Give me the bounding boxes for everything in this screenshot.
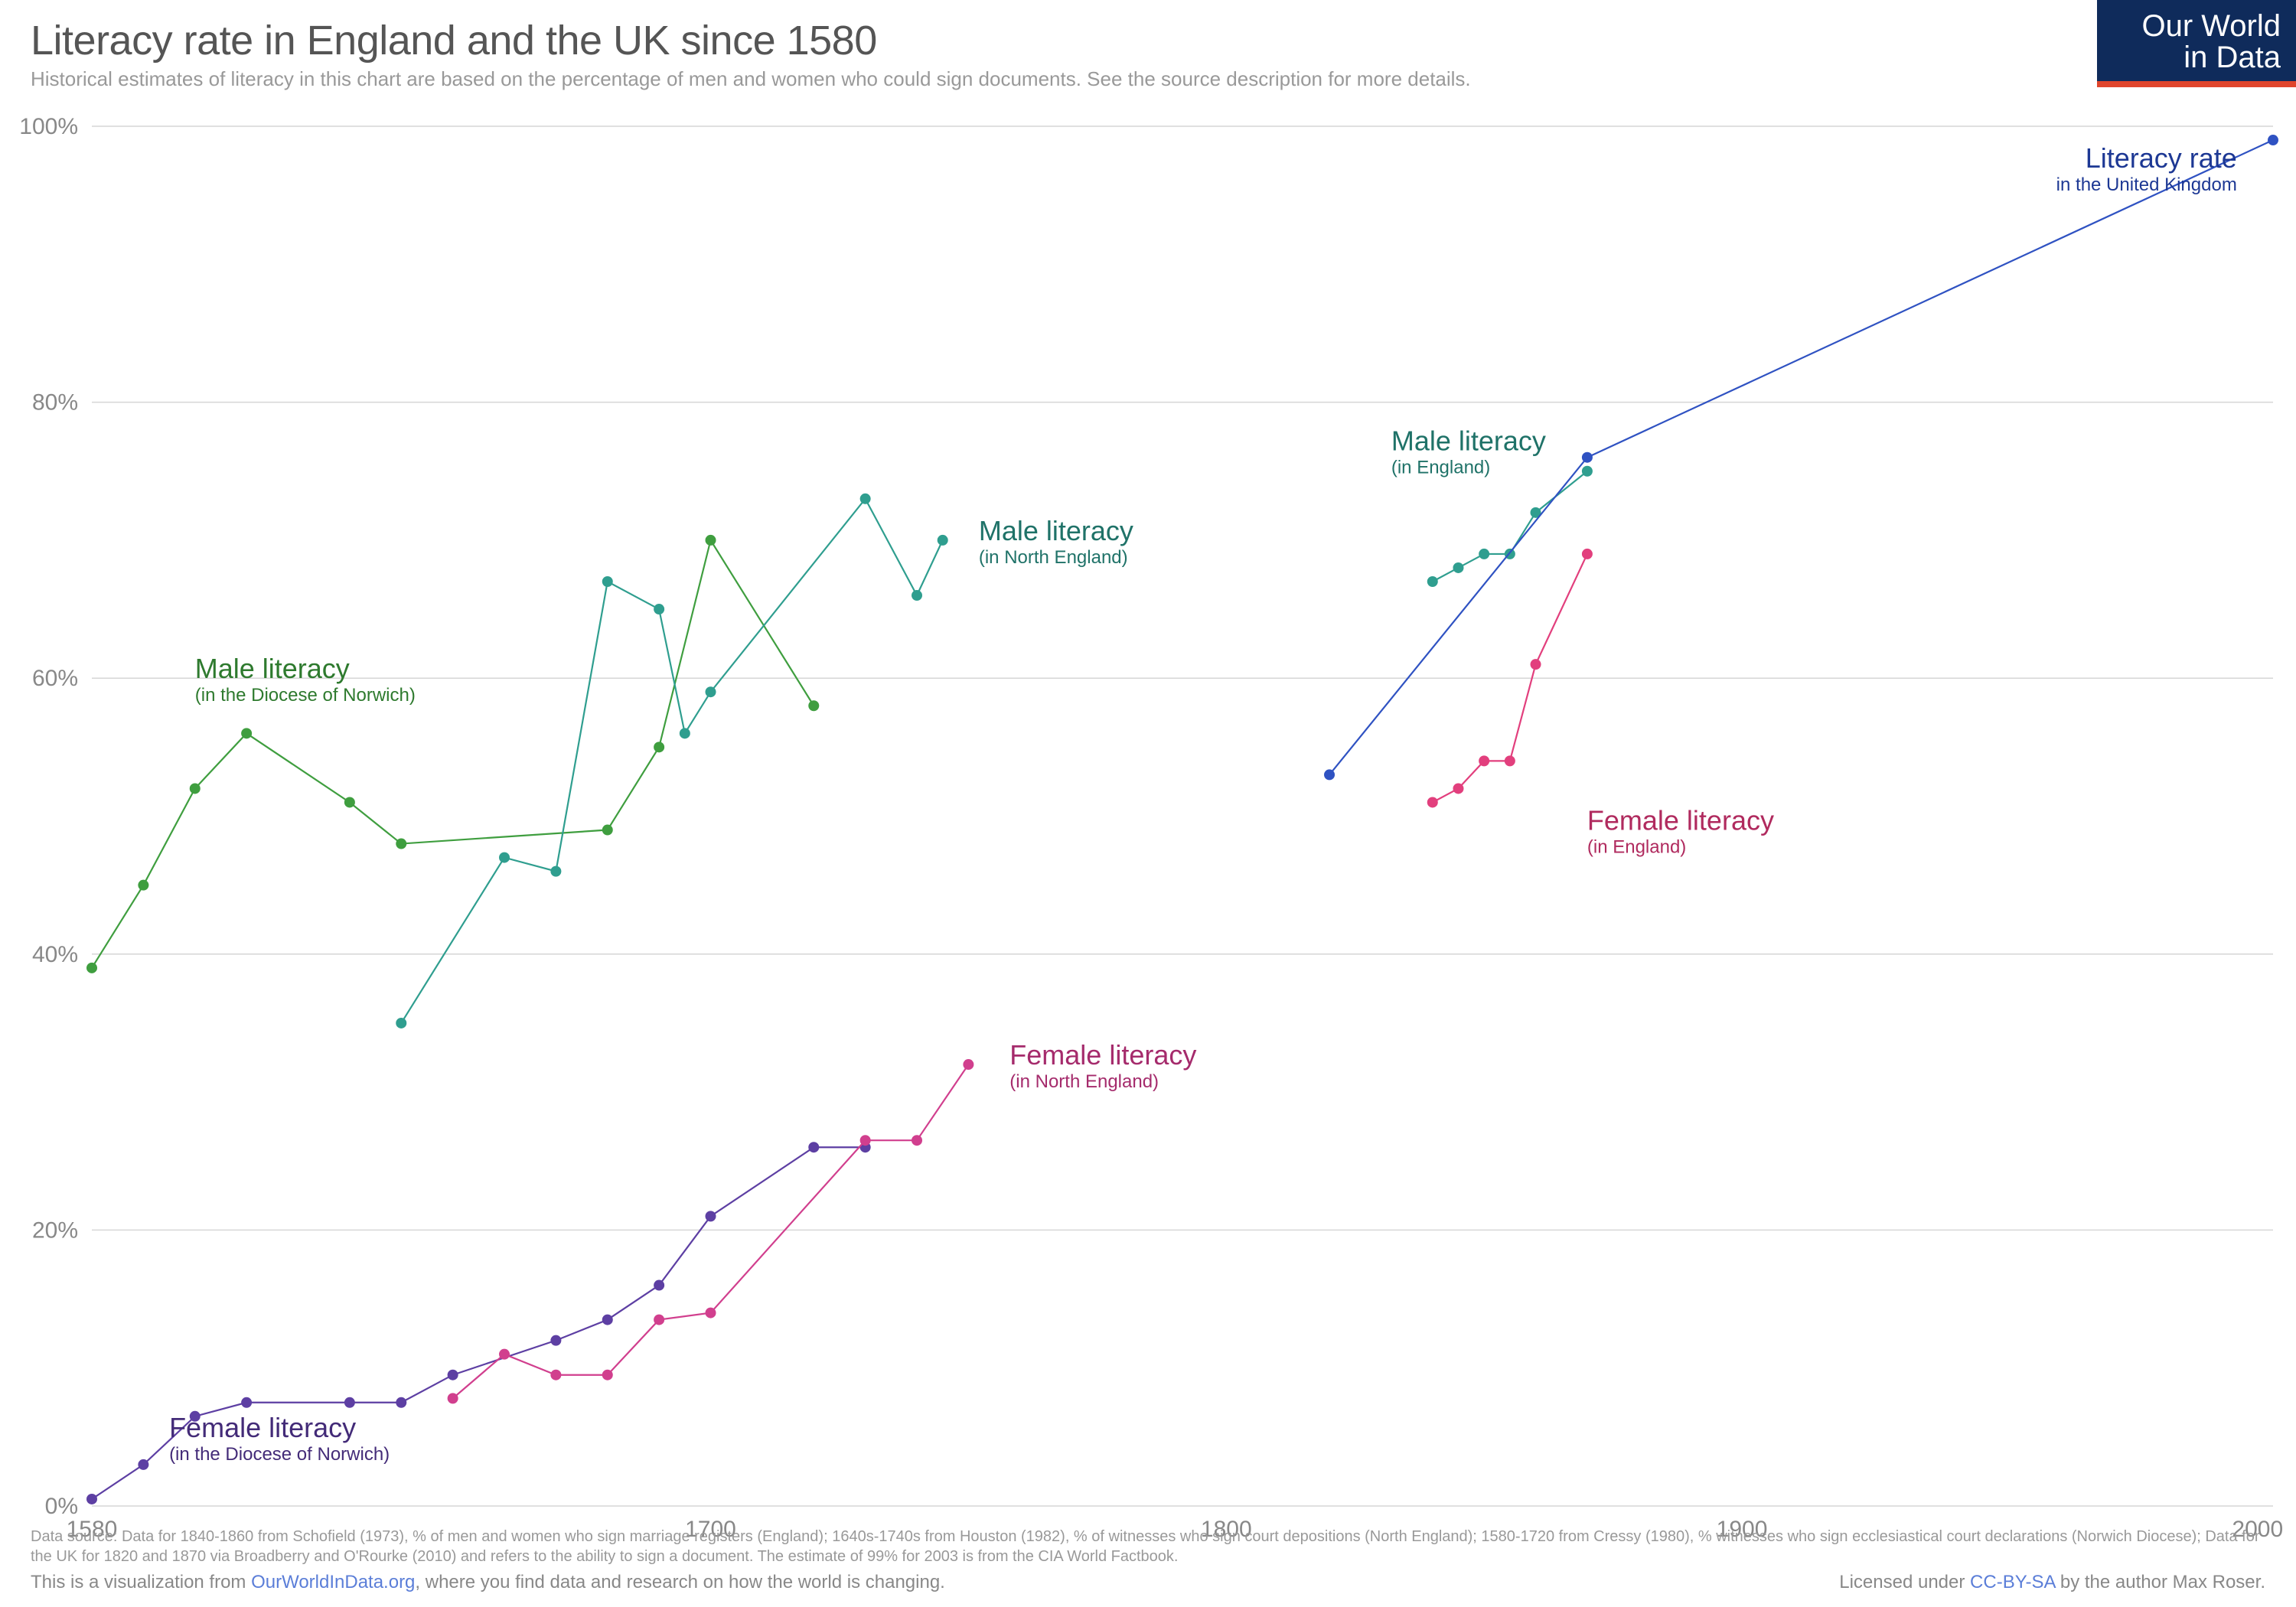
svg-text:80%: 80% (32, 390, 78, 416)
svg-text:100%: 100% (19, 114, 78, 139)
svg-text:Literacy rate: Literacy rate (2086, 142, 2237, 174)
series-label-female_north_england: Female literacy(in North England) (1009, 1039, 1196, 1092)
series-dot-female_north_england (860, 1135, 871, 1146)
series-dot-male_north_england (550, 866, 561, 877)
series-dot-male_norwich (241, 728, 252, 738)
svg-text:20%: 20% (32, 1217, 78, 1243)
series-dot-female_norwich (138, 1459, 148, 1470)
series-line-male_north_england (401, 499, 942, 1023)
svg-text:(in North England): (in North England) (979, 547, 1128, 568)
series-dot-female_norwich (602, 1315, 613, 1325)
chart-container: Literacy rate in England and the UK sinc… (0, 0, 2296, 1607)
series-dot-male_north_england (938, 535, 948, 546)
svg-text:(in England): (in England) (1587, 837, 1686, 858)
svg-text:(in North England): (in North England) (1009, 1071, 1159, 1092)
line-chart: 0%20%40%60%80%100%15801700180019002000Ma… (0, 0, 2296, 1607)
series-dot-female_north_england (602, 1370, 613, 1380)
series-dot-female_norwich (654, 1280, 664, 1291)
attribution-suffix: , where you find data and research on ho… (415, 1572, 944, 1592)
series-dot-female_norwich (344, 1397, 355, 1408)
series-dot-female_north_england (550, 1370, 561, 1380)
series-dot-male_norwich (706, 535, 716, 546)
series-dot-male_north_england (912, 590, 922, 601)
series-dot-male_england (1427, 576, 1438, 587)
owid-link[interactable]: OurWorldInData.org (251, 1572, 415, 1592)
series-dot-male_norwich (654, 742, 664, 752)
series-dot-uk_literacy (1582, 452, 1593, 463)
series-dot-male_norwich (344, 797, 355, 807)
series-dot-female_england (1479, 755, 1489, 766)
series-dot-male_norwich (190, 783, 201, 794)
series-dot-male_norwich (808, 700, 819, 711)
series-dot-male_north_england (860, 494, 871, 504)
license: Licensed under CC-BY-SA by the author Ma… (1839, 1571, 2265, 1595)
series-dot-female_england (1453, 783, 1463, 794)
svg-text:Male literacy: Male literacy (1391, 425, 1546, 457)
series-line-male_norwich (92, 540, 814, 968)
series-dot-female_norwich (86, 1494, 97, 1504)
svg-text:(in the Diocese of Norwich): (in the Diocese of Norwich) (195, 685, 416, 706)
series-dot-male_england (1453, 562, 1463, 573)
attribution: This is a visualization from OurWorldInD… (31, 1571, 945, 1595)
svg-text:60%: 60% (32, 666, 78, 691)
svg-text:(in the Diocese of Norwich): (in the Diocese of Norwich) (169, 1444, 390, 1465)
license-prefix: Licensed under (1839, 1572, 1970, 1592)
svg-text:Female literacy: Female literacy (169, 1412, 356, 1443)
series-dot-male_north_england (706, 686, 716, 697)
data-source-note: Data source: Data for 1840-1860 from Sch… (31, 1527, 2265, 1566)
series-dot-female_north_england (963, 1059, 974, 1070)
series-dot-male_north_england (680, 728, 690, 738)
footnotes: Data source: Data for 1840-1860 from Sch… (31, 1527, 2265, 1595)
svg-text:(in England): (in England) (1391, 458, 1490, 478)
svg-text:40%: 40% (32, 942, 78, 967)
license-link[interactable]: CC-BY-SA (1970, 1572, 2055, 1592)
series-dot-female_norwich (448, 1370, 458, 1380)
series-label-male_north_england: Male literacy(in North England) (979, 515, 1133, 568)
series-label-male_england: Male literacy(in England) (1391, 425, 1546, 478)
series-dot-female_england (1531, 659, 1541, 670)
series-dot-male_north_england (654, 604, 664, 614)
series-dot-female_north_england (706, 1308, 716, 1319)
series-dot-uk_literacy (2268, 135, 2278, 145)
series-dot-male_norwich (138, 880, 148, 891)
series-dot-female_england (1505, 755, 1515, 766)
svg-text:Male literacy: Male literacy (195, 653, 350, 684)
svg-text:Female literacy: Female literacy (1009, 1039, 1196, 1071)
series-dot-female_north_england (448, 1393, 458, 1403)
series-dot-female_norwich (808, 1142, 819, 1152)
series-dot-female_norwich (241, 1397, 252, 1408)
series-label-uk_literacy: Literacy ratein the United Kingdom (2056, 142, 2237, 195)
series-dot-female_north_england (654, 1315, 664, 1325)
series-label-female_england: Female literacy(in England) (1587, 805, 1774, 858)
series-dot-female_north_england (912, 1135, 922, 1146)
svg-text:Male literacy: Male literacy (979, 515, 1133, 546)
series-dot-male_north_england (396, 1018, 406, 1028)
svg-text:Female literacy: Female literacy (1587, 805, 1774, 836)
svg-text:in the United Kingdom: in the United Kingdom (2056, 174, 2237, 195)
series-dot-uk_literacy (1324, 769, 1335, 780)
series-dot-female_norwich (396, 1397, 406, 1408)
series-dot-female_norwich (550, 1335, 561, 1346)
series-dot-male_north_england (602, 576, 613, 587)
series-dot-male_norwich (602, 825, 613, 836)
svg-text:0%: 0% (45, 1494, 78, 1519)
series-label-female_norwich: Female literacy(in the Diocese of Norwic… (169, 1412, 390, 1465)
series-dot-male_north_england (499, 852, 510, 863)
series-dot-female_england (1582, 549, 1593, 559)
attribution-prefix: This is a visualization from (31, 1572, 251, 1592)
series-dot-male_england (1582, 466, 1593, 477)
series-dot-female_norwich (706, 1211, 716, 1221)
series-dot-male_norwich (86, 963, 97, 973)
series-dot-female_england (1427, 797, 1438, 807)
series-dot-male_norwich (396, 839, 406, 849)
license-suffix: by the author Max Roser. (2055, 1572, 2265, 1592)
series-dot-female_north_england (499, 1349, 510, 1360)
series-label-male_norwich: Male literacy(in the Diocese of Norwich) (195, 653, 416, 706)
series-dot-male_england (1479, 549, 1489, 559)
